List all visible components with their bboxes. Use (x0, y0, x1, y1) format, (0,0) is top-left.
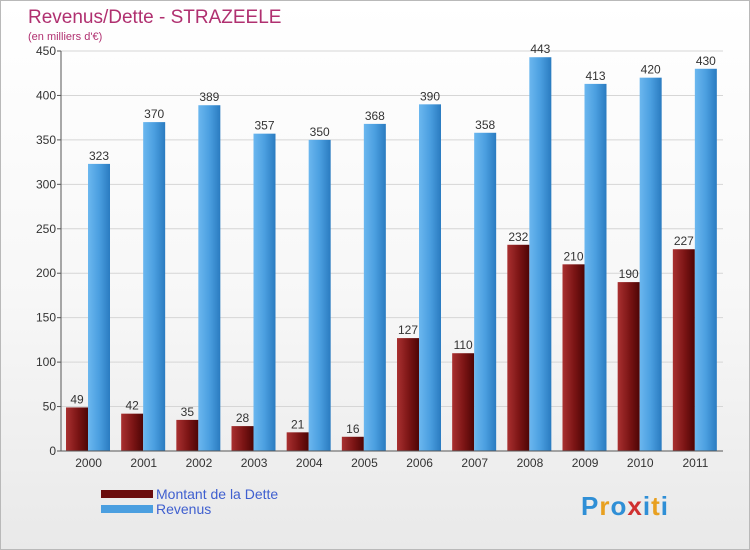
data-label-debt: 127 (398, 323, 418, 337)
y-tick-label: 400 (36, 88, 56, 102)
data-label-debt: 232 (508, 230, 528, 244)
logo-letter: x (627, 491, 643, 521)
logo-letter: i (642, 491, 652, 521)
data-label-revenue: 358 (475, 118, 495, 132)
y-tick-label: 350 (36, 133, 56, 147)
bar-debt (176, 419, 199, 451)
bar-debt (397, 338, 419, 451)
bar-revenue (143, 122, 166, 451)
bar-debt (507, 244, 530, 451)
legend-label-revenue: Revenus (156, 501, 212, 517)
x-tick-label: 2004 (296, 456, 323, 470)
logo-letter: i (660, 491, 669, 521)
x-tick-label: 2011 (683, 456, 709, 470)
bar-revenue (253, 133, 276, 451)
data-label-debt: 210 (563, 249, 583, 263)
bar-debt (286, 432, 309, 451)
data-label-debt: 28 (236, 411, 250, 425)
data-label-debt: 21 (291, 417, 305, 431)
chart-subtitle: (en milliers d'€) (28, 31, 103, 43)
axes: 0 50 100 150 200 250 300 350 400 450 2000 2001 2002 2… (36, 44, 723, 470)
data-label-revenue: 357 (254, 119, 274, 133)
x-tick-label: 2002 (186, 456, 213, 470)
y-tick-label: 0 (49, 444, 56, 458)
data-label-revenue: 443 (530, 42, 550, 56)
bars: 49 323 42 370 35 389 28 357 21 350 16 368 127 390 110 3… (66, 42, 717, 452)
data-label-debt: 35 (181, 405, 195, 419)
data-label-debt: 42 (125, 399, 139, 413)
data-label-debt: 49 (70, 392, 84, 406)
data-label-revenue: 430 (696, 54, 716, 68)
bar-revenue (474, 132, 497, 451)
grid-lines (61, 50, 723, 452)
bar-revenue (694, 68, 717, 452)
bar-revenue (639, 77, 662, 452)
bar-debt (617, 282, 640, 451)
data-label-revenue: 323 (89, 149, 109, 163)
logo-letter: t (651, 491, 661, 521)
data-label-revenue: 413 (585, 69, 605, 83)
data-label-revenue: 370 (144, 107, 164, 121)
data-label-revenue: 390 (420, 89, 440, 103)
x-tick-label: 2008 (517, 456, 544, 470)
x-tick-label: 2010 (627, 456, 654, 470)
x-tick-label: 2003 (241, 456, 268, 470)
logo-letter: o (610, 491, 628, 521)
logo-letter: P (581, 491, 600, 521)
data-label-revenue: 420 (641, 63, 661, 77)
data-label-debt: 227 (674, 234, 694, 248)
x-tick-label: 2001 (130, 456, 157, 470)
x-tick-label: 2006 (406, 456, 433, 470)
y-tick-label: 300 (36, 177, 56, 191)
logo-letter: r (599, 491, 611, 521)
proxiti-logo: Proxiti (581, 491, 669, 522)
bar-debt (231, 426, 254, 451)
bar-revenue (88, 163, 110, 451)
data-label-debt: 110 (454, 338, 473, 352)
bar-revenue (419, 104, 441, 451)
x-tick-label: 2007 (461, 456, 488, 470)
legend-swatch-debt (101, 490, 153, 498)
y-tick-label: 250 (36, 222, 56, 236)
bar-debt (121, 413, 144, 451)
bar-debt (562, 264, 585, 451)
data-label-revenue: 350 (310, 125, 330, 139)
bar-debt (452, 353, 475, 451)
bar-revenue (308, 139, 331, 451)
x-tick-label: 2009 (572, 456, 599, 470)
bar-revenue (363, 123, 386, 451)
y-tick-label: 150 (36, 311, 56, 325)
data-label-debt: 190 (619, 267, 639, 281)
legend-label-debt: Montant de la Dette (156, 486, 279, 502)
bar-revenue (198, 105, 221, 451)
x-tick-label: 2005 (351, 456, 378, 470)
bar-debt (672, 249, 695, 451)
legend-swatch-revenue (101, 505, 153, 513)
bar-revenue (529, 57, 552, 451)
data-label-debt: 16 (346, 422, 360, 436)
bar-debt (66, 407, 88, 451)
y-tick-label: 450 (36, 44, 56, 58)
data-label-revenue: 368 (365, 109, 385, 123)
bar-revenue (584, 83, 607, 451)
y-tick-label: 200 (36, 266, 56, 280)
data-label-revenue: 389 (199, 90, 219, 104)
y-tick-label: 100 (36, 355, 56, 369)
bar-debt (341, 436, 364, 451)
x-tick-label: 2000 (75, 456, 102, 470)
y-tick-label: 50 (43, 400, 57, 414)
chart-title: Revenus/Dette - STRAZEELE (28, 7, 282, 28)
